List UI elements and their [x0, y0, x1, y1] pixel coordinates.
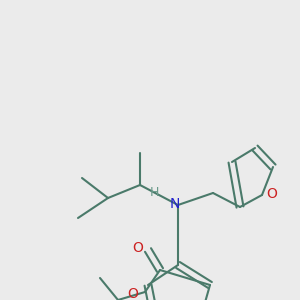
Text: N: N: [170, 197, 180, 211]
Text: O: O: [133, 241, 143, 255]
Text: O: O: [267, 187, 278, 201]
Text: H: H: [149, 187, 159, 200]
Text: O: O: [128, 287, 138, 300]
